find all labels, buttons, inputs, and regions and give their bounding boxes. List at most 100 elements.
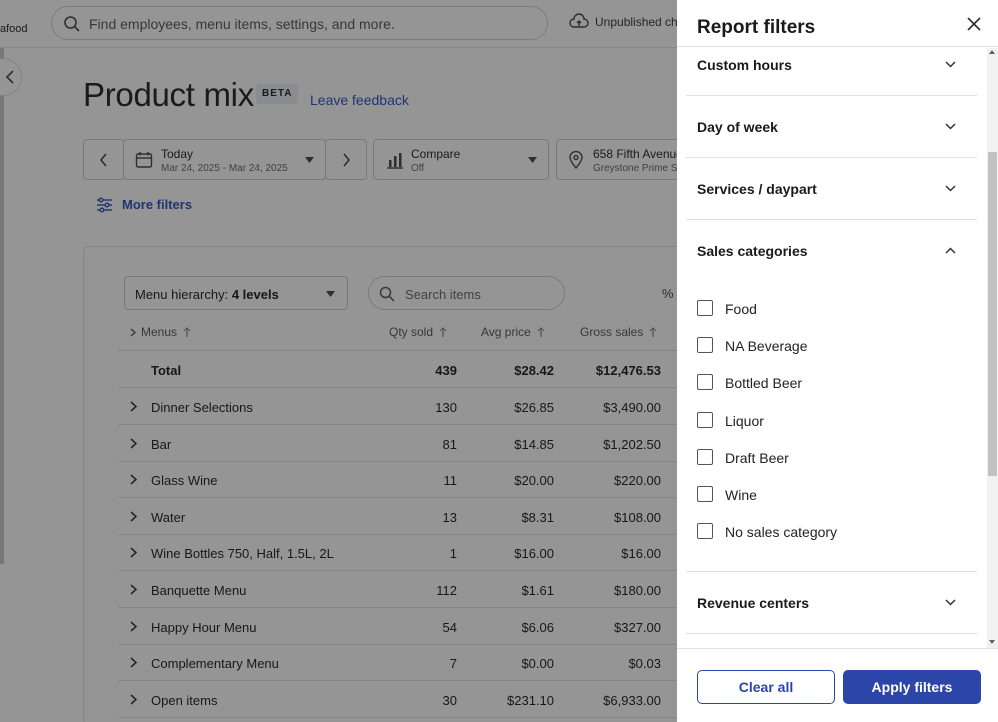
chevron-right-icon [130,437,137,449]
drawer-scrollbar[interactable] [987,48,998,648]
filter-section-custom-hours[interactable]: Custom hours [686,48,977,96]
checkbox-box[interactable] [697,486,713,502]
row-name: Complementary Menu [151,656,279,672]
chevron-right-icon [130,584,137,595]
location-group: Greystone Prime S [593,163,678,174]
filter-section-revenue-centers[interactable]: Revenue centers [686,572,977,634]
row-qty: 7 [449,656,457,672]
table-header: Menus Qty sold Avg price Gross sales [118,325,704,351]
table-row[interactable]: Wine Bottles 750, Half, 1.5L, 2L 1 $16.00 $… [118,534,704,572]
checkbox-box[interactable] [697,411,713,428]
table-row[interactable]: Banquette Menu 112 $1.61 $180.00 [118,571,704,608]
compare-label: Compare [411,147,461,161]
filter-section-services[interactable]: Services / daypart [686,158,977,220]
row-avg: $1.61 [521,583,554,598]
row-qty: 81 [442,436,457,452]
menu-hierarchy-dropdown[interactable]: Menu hierarchy: 4 levels [124,276,348,310]
row-qty: 54 [442,619,457,635]
table-row[interactable]: Happy Hour Menu 54 $6.06 $327.00 [118,608,704,645]
row-name: Happy Hour Menu [151,619,257,635]
next-date-button[interactable] [325,139,367,180]
date-range-picker[interactable]: Today Mar 24, 2025 - Mar 24, 2025 [123,139,326,180]
global-search-placeholder: Find employees, menu items, settings, an… [89,16,395,32]
services-label: Services / daypart [697,181,817,197]
revenue-centers-label: Revenue centers [697,595,810,611]
chevron-up-icon [945,247,956,254]
table-row[interactable]: Glass Wine 11 $20.00 $220.00 [118,461,704,499]
row-gross: $1,202.50 [603,436,661,452]
page-title: Product mix [83,76,254,113]
row-gross: $16.00 [621,546,661,562]
table-row[interactable]: Water 13 $8.31 $108.00 [118,498,704,535]
side-rail [0,48,4,564]
scrollbar-thumb[interactable] [988,152,997,476]
checkbox-box[interactable] [697,300,713,316]
avg-header-label: Avg price [481,325,531,339]
row-gross: $327.00 [614,619,661,635]
caret-down-icon [528,157,537,163]
search-items-input[interactable]: Search items [368,276,565,310]
row-gross: $108.00 [614,509,661,525]
checkbox-label: Wine [725,487,757,503]
caret-down-icon [326,291,335,297]
gross-sales-column-header[interactable]: Gross sales [580,325,657,339]
qty-sold-column-header[interactable]: Qty sold [389,325,447,339]
product-mix-card: Menu hierarchy: 4 levels Search items % … [83,246,704,722]
chevron-down-icon [945,61,956,68]
search-icon [64,16,80,32]
drawer-title: Report filters [697,17,816,38]
checkbox-box[interactable] [697,448,713,465]
restaurant-name-fragment[interactable]: afood [0,23,28,35]
checkbox-box[interactable] [697,523,713,540]
chevron-left-icon [5,70,14,84]
row-qty: 112 [436,583,457,598]
chevron-down-icon [945,123,956,130]
search-icon [379,286,395,302]
more-filters-label: More filters [122,197,193,212]
caret-down-icon [305,157,314,163]
chevron-right-icon [130,511,137,522]
leave-feedback-link[interactable]: Leave feedback [310,92,409,108]
sort-arrow-icon [649,327,657,337]
clear-all-button[interactable]: Clear all [697,670,835,704]
avg-price-column-header[interactable]: Avg price [481,325,545,339]
apply-filters-button[interactable]: Apply filters [843,670,981,704]
row-name: Wine Bottles 750, Half, 1.5L, 2L [151,546,334,562]
table-row-total: Total 439 $28.42 $12,476.53 [118,351,704,388]
calendar-icon [135,152,153,168]
drawer-header: Report filters [677,0,998,47]
sales-categories-toggle[interactable]: Sales categories [686,220,977,282]
compare-dropdown[interactable]: Compare Off [373,139,549,180]
row-avg: $0.00 [521,656,554,672]
table-row[interactable]: Bar 81 $14.85 $1,202.50 [118,425,704,462]
row-name: Bar [151,436,172,452]
previous-date-button[interactable] [83,139,124,180]
row-avg: $20.00 [514,473,554,489]
row-name: Open items [151,692,218,708]
filter-section-day-of-week[interactable]: Day of week [686,96,977,158]
row-avg: $26.85 [514,400,554,415]
scroll-up-arrow-icon[interactable] [989,50,995,54]
table-row[interactable]: Dinner Selections 130 $26.85 $3,490.00 [118,388,704,425]
unpublished-changes-label: Unpublished cha [595,15,685,29]
table-row[interactable]: Complementary Menu 7 $0.00 $0.03 [118,644,704,682]
chevron-left-icon [99,153,107,167]
global-search-input[interactable]: Find employees, menu items, settings, an… [51,6,548,40]
drawer-footer: Clear all Apply filters [677,648,998,722]
location-selector[interactable]: 658 Fifth Avenue Greystone Prime S [556,139,696,180]
cloud-upload-icon [569,13,589,28]
table-row[interactable]: Open items 30 $231.10 $6,933.00 [118,681,704,718]
menus-column-header[interactable]: Menus [130,325,191,339]
row-qty: 30 [442,692,457,708]
checkbox-box[interactable] [697,337,713,354]
row-gross: $180.00 [614,583,661,598]
close-icon [967,17,981,31]
row-name: Banquette Menu [151,583,247,598]
scroll-down-arrow-icon[interactable] [989,640,995,644]
beta-badge: BETA [256,84,299,104]
close-button[interactable] [965,15,983,33]
chevron-right-icon [130,328,137,337]
checkbox-box[interactable] [697,374,713,391]
row-name: Glass Wine [151,473,218,489]
gross-header-label: Gross sales [580,325,644,339]
